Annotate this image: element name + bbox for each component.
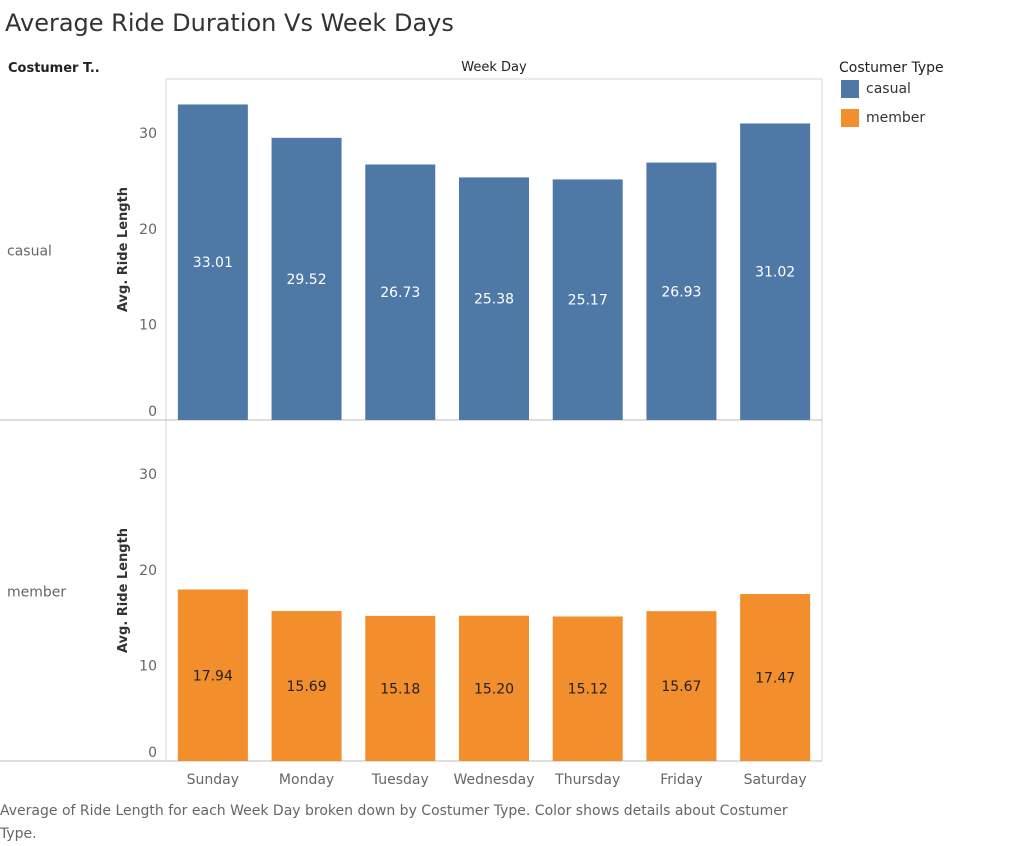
y-axis-title: Avg. Ride Length bbox=[116, 528, 131, 653]
data-label: 17.94 bbox=[193, 668, 233, 684]
y-tick-label: 10 bbox=[139, 317, 157, 333]
data-label: 26.93 bbox=[661, 284, 701, 300]
y-tick-label: 30 bbox=[139, 126, 157, 142]
x-tick-label-friday: Friday bbox=[660, 772, 702, 788]
bar-casual-wednesday[interactable] bbox=[459, 177, 529, 420]
row-label-casual[interactable]: casual bbox=[7, 244, 52, 260]
data-label: 15.12 bbox=[568, 682, 608, 698]
y-tick-label: 30 bbox=[139, 467, 157, 483]
x-tick-label-wednesday: Wednesday bbox=[453, 772, 534, 788]
y-tick-label: 0 bbox=[148, 745, 157, 761]
x-tick-label-tuesday: Tuesday bbox=[371, 772, 429, 788]
bar-member-thursday[interactable] bbox=[552, 616, 623, 761]
y-axis-title: Avg. Ride Length bbox=[116, 187, 131, 312]
x-tick-label-sunday: Sunday bbox=[187, 772, 239, 788]
data-label: 15.69 bbox=[287, 679, 327, 695]
x-tick-label-thursday: Thursday bbox=[554, 772, 620, 788]
legend-swatch-member bbox=[841, 109, 859, 127]
data-label: 31.02 bbox=[755, 265, 795, 281]
chart-caption: Average of Ride Length for each Week Day… bbox=[0, 803, 788, 842]
y-tick-label: 0 bbox=[148, 404, 157, 420]
bar-member-tuesday[interactable] bbox=[365, 615, 436, 761]
row-header[interactable]: Costumer T.. bbox=[8, 61, 100, 76]
data-label: 15.67 bbox=[661, 679, 701, 695]
y-tick-label: 20 bbox=[139, 222, 157, 238]
bar-member-saturday[interactable] bbox=[740, 594, 811, 761]
legend: Costumer Type casual member bbox=[839, 60, 944, 134]
chart-title: Average Ride Duration Vs Week Days bbox=[5, 9, 454, 37]
bar-casual-thursday[interactable] bbox=[552, 179, 623, 420]
legend-item-member[interactable]: member bbox=[839, 109, 944, 134]
data-label: 15.18 bbox=[380, 681, 420, 697]
data-label: 15.20 bbox=[474, 681, 514, 697]
bar-member-wednesday[interactable] bbox=[459, 615, 529, 761]
data-label: 25.17 bbox=[568, 293, 608, 309]
legend-label-casual: casual bbox=[866, 81, 911, 97]
legend-title: Costumer Type bbox=[839, 60, 944, 76]
bar-chart: casual Avg. Ride Length 0 10 20 30 33.01 29.52 2… bbox=[0, 78, 823, 788]
bar-member-friday[interactable] bbox=[646, 611, 717, 761]
row-label-member[interactable]: member bbox=[7, 585, 66, 601]
bar-member-sunday[interactable] bbox=[177, 589, 248, 761]
bar-casual-sunday[interactable] bbox=[177, 104, 248, 421]
data-label: 33.01 bbox=[193, 255, 233, 271]
data-label: 17.47 bbox=[755, 671, 795, 687]
legend-swatch-casual bbox=[841, 80, 859, 98]
bar-casual-friday[interactable] bbox=[646, 162, 717, 421]
bar-casual-monday[interactable] bbox=[271, 137, 342, 420]
y-tick-label: 20 bbox=[139, 563, 157, 579]
legend-item-casual[interactable]: casual bbox=[839, 80, 944, 105]
bar-casual-tuesday[interactable] bbox=[365, 164, 436, 420]
bar-casual-saturday[interactable] bbox=[740, 123, 811, 420]
y-tick-label: 10 bbox=[139, 658, 157, 674]
column-header[interactable]: Week Day bbox=[461, 60, 527, 75]
data-label: 26.73 bbox=[380, 285, 420, 301]
data-label: 25.38 bbox=[474, 292, 514, 308]
data-label: 29.52 bbox=[287, 272, 327, 288]
x-tick-label-monday: Monday bbox=[279, 772, 334, 788]
x-tick-label-saturday: Saturday bbox=[744, 772, 807, 788]
legend-label-member: member bbox=[866, 110, 926, 126]
bar-member-monday[interactable] bbox=[271, 611, 342, 761]
